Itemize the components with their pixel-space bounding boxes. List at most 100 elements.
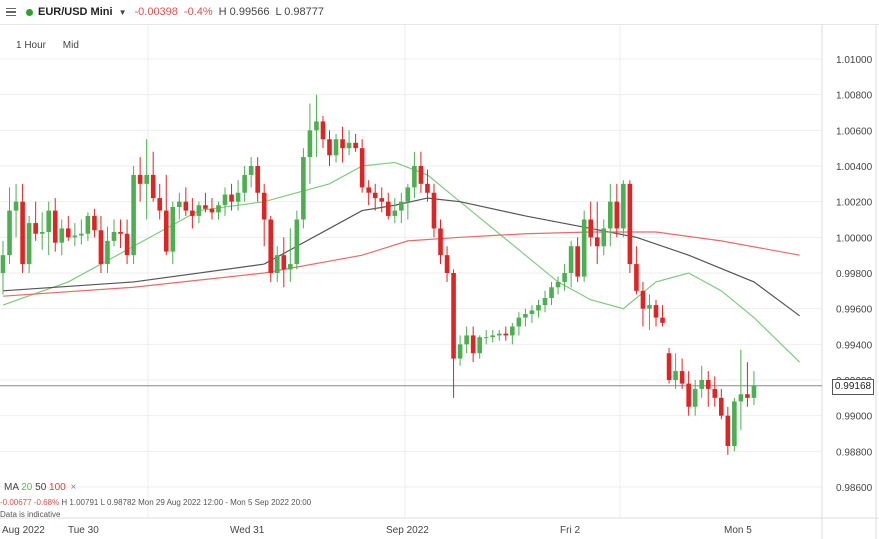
x-tick-label: Mon 5 [724,525,752,536]
candle-up [516,317,522,327]
candle-up [549,287,554,298]
ma-100-label[interactable]: 100 [49,482,66,493]
ma-20-line [2,161,801,363]
x-tick-label: Sep 2022 [386,525,429,536]
interval-selector: 1 Hour Mid [16,40,93,51]
candle-up [131,174,136,256]
candle-up [542,297,548,306]
candle-up [568,246,574,273]
ma-20-label[interactable]: 20 [21,482,33,493]
candle-down [163,210,169,252]
candle-down [66,228,71,238]
candle-down [614,201,620,229]
chevron-down-icon[interactable]: ▼ [118,7,127,17]
candle-up [248,166,254,175]
candle-up [333,139,339,156]
candle-down [725,415,731,446]
candle-up [346,142,352,149]
y-tick-label: 0.99800 [836,269,873,280]
candle-down [627,183,633,265]
candle-up [13,201,19,211]
candle-down [418,166,424,184]
candle-up [562,273,567,282]
y-tick-label: 1.00400 [836,162,873,173]
period-info: -0.00677 -0.68% H 1.00791 L 0.98782 Mon … [0,498,311,507]
candle-down [379,198,385,202]
candle-up [105,240,110,265]
candle-down [190,210,195,216]
candle-down [425,183,430,193]
price-type-button[interactable]: Mid [62,40,79,51]
candle-down [705,380,711,389]
top-bar: EUR/USD Mini ▼ -0.00398 -0.4% H 0.99566 … [0,0,879,25]
candle-down [261,192,267,220]
candle-down [92,215,97,231]
candle-up [399,201,404,211]
candle-down [594,237,600,247]
candle-up [216,205,221,213]
session-high: H 0.99566 [218,6,270,18]
candle-up [732,401,737,446]
candle-up [536,305,541,311]
candle-up [144,174,149,184]
candle-down [124,233,130,256]
candle-down [431,192,437,229]
close-icon[interactable]: × [70,482,77,493]
candle-down [157,198,163,211]
candle-down [588,219,593,238]
candle-down [340,139,345,149]
candle-down [640,290,646,309]
candle-down [385,201,391,216]
period-change: -0.00677 [0,498,32,507]
period-high: H 1.00791 [61,498,99,507]
ma-50-label[interactable]: 50 [35,482,47,493]
candle-up [242,174,247,193]
candle-down [745,394,750,398]
ma-label: MA [4,482,19,493]
y-tick-label: 0.99400 [836,340,873,351]
x-tick-label: Aug 2022 [2,525,45,536]
session-low: L 0.98777 [275,6,324,18]
candle-up [751,385,757,398]
candle-down [137,174,143,184]
candle-down [372,192,378,199]
y-tick-label: 1.00800 [836,91,873,102]
candle-down [281,255,287,270]
candle-up [490,335,496,338]
candle-up [412,166,417,188]
candle-up [111,231,117,241]
candle-down [660,317,665,323]
candle-down [203,205,208,209]
candle-up [405,187,411,202]
candle-up [39,231,45,234]
candle-down [679,371,685,384]
candle-up [607,201,613,229]
candle-down [353,142,358,149]
candle-up [581,219,587,277]
candle-up [177,201,182,208]
candle-down [255,166,260,193]
candle-down [209,208,215,213]
candle-down [229,194,234,202]
candle-up [196,205,202,216]
instrument-name[interactable]: EUR/USD Mini [38,6,113,18]
menu-icon[interactable] [6,7,16,17]
candle-up [510,326,515,336]
candle-down [686,383,691,407]
candle-down [575,246,580,277]
y-tick-label: 1.00200 [836,198,873,209]
candle-down [653,305,659,318]
current-price-tag: 0.99168 [832,379,874,395]
interval-button[interactable]: 1 Hour [16,40,47,51]
candle-down [359,148,365,188]
candle-up [72,235,78,238]
period-change-pct: -0.68% [33,498,60,507]
candle-up [222,194,228,206]
candle-up [46,210,52,232]
candle-up [79,233,84,236]
candle-up [477,337,482,354]
period-low: L 0.98782 [100,498,136,507]
candle-up [392,210,398,216]
y-tick-label: 0.99600 [836,305,873,316]
